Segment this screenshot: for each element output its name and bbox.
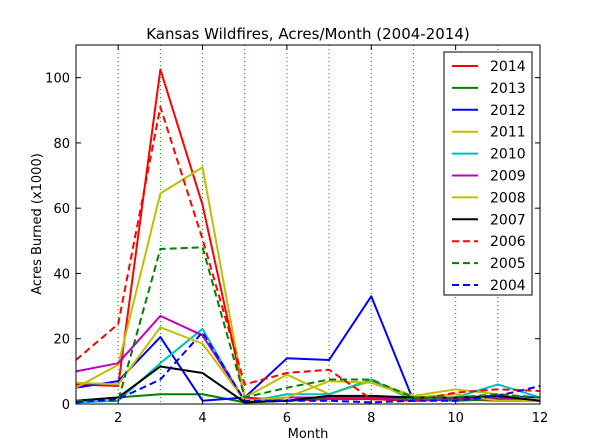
legend-label-2012: 2012	[490, 103, 526, 119]
series-line-2005	[76, 246, 541, 402]
series-line-2006	[75, 106, 541, 402]
series-line-2004	[75, 331, 541, 404]
legend-label-2007: 2007	[490, 212, 526, 228]
legend-label-2009: 2009	[490, 169, 526, 185]
x-tick-label: 2	[114, 411, 122, 426]
x-tick-label: 8	[367, 411, 375, 426]
legend-label-2011: 2011	[490, 125, 526, 141]
series-line-2008	[75, 326, 540, 402]
y-tick-label: 20	[53, 333, 70, 348]
legend-label-2014: 2014	[490, 59, 526, 75]
x-tick-label: 4	[198, 411, 206, 426]
series-lines	[75, 68, 541, 404]
legend-label-2004: 2004	[490, 278, 526, 294]
x-tick-label: 10	[447, 411, 464, 426]
legend-label-2010: 2010	[490, 147, 526, 163]
y-tick-label: 40	[53, 267, 70, 282]
y-tick-label: 100	[45, 72, 70, 87]
y-tick-label: 80	[53, 137, 70, 152]
legend-label-2006: 2006	[490, 234, 526, 250]
chart-legend: 2014 2013 2012 2011 2010 2009 2008 2007 2006 2005…	[443, 51, 533, 296]
legend-label-2008: 2008	[490, 190, 526, 206]
legend-label-2005: 2005	[490, 256, 526, 272]
chart-title: Kansas Wildfires, Acres/Month (2004-2014…	[146, 25, 470, 43]
axis-ticks: 2 4 6 8 10 12 0 20 40 60 80 100	[45, 45, 548, 426]
y-axis-label: Acres Burned (x1000)	[30, 153, 45, 295]
x-tick-label: 12	[532, 411, 549, 426]
y-tick-label: 0	[62, 398, 70, 413]
x-tick-label: 6	[283, 411, 291, 426]
y-tick-label: 60	[53, 202, 70, 217]
plot-frame	[75, 44, 541, 405]
legend-box	[443, 51, 533, 296]
legend-label-2013: 2013	[490, 81, 526, 97]
x-axis-label: Month	[288, 427, 329, 442]
